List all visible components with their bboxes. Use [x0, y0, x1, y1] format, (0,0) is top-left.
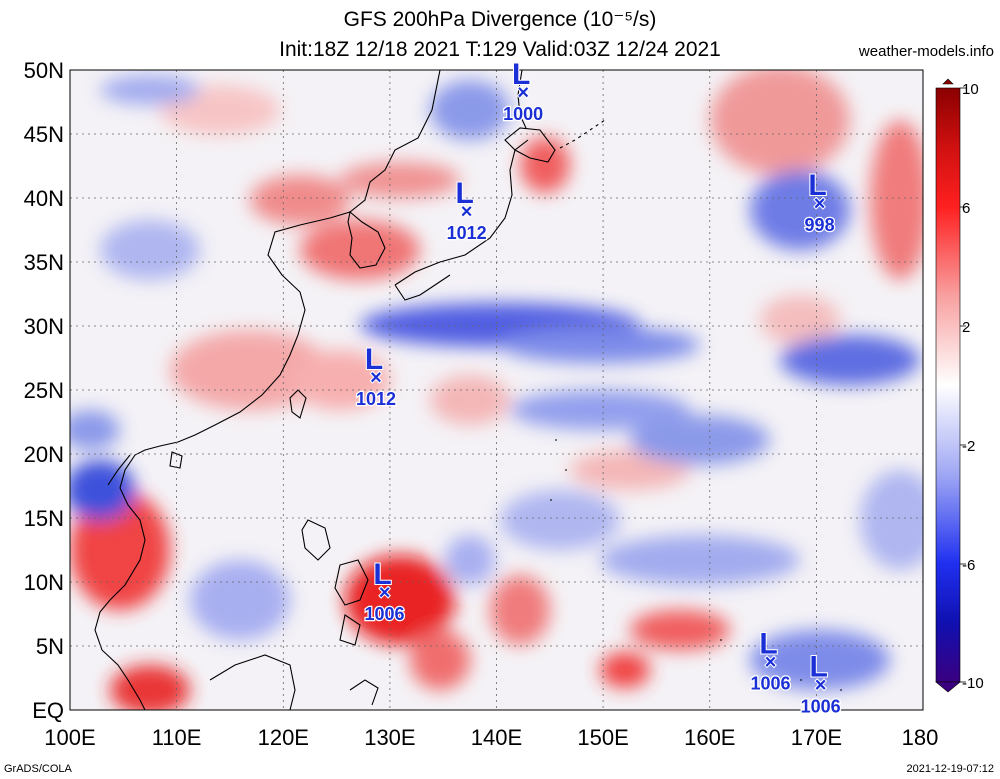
- low-letter: L: [365, 343, 383, 376]
- low-pressure-value: 1006: [365, 604, 405, 624]
- colorbar-label: 10: [962, 81, 979, 98]
- low-pressure-value: 1006: [751, 673, 791, 693]
- low-letter: L: [809, 650, 827, 683]
- lon-tick: 110E: [152, 725, 202, 750]
- low-marker: L×1006: [363, 557, 406, 625]
- lat-tick: 40N: [24, 186, 64, 211]
- footer-left: GrADS/COLA: [4, 763, 72, 775]
- colorbar-bottom-arrow: [935, 681, 961, 693]
- lat-tick: EQ: [32, 698, 64, 723]
- low-pressure-value: 1000: [503, 104, 543, 124]
- low-pressure-value: 1012: [356, 389, 396, 409]
- low-letter: L: [808, 169, 826, 202]
- lon-axis: 100E 110E 120E 130E 140E 150E 160E 170E …: [44, 725, 938, 750]
- colorbar-label: -6: [962, 557, 975, 574]
- lon-tick: 120E: [258, 725, 309, 750]
- colorbar-label: -10: [962, 675, 984, 692]
- low-letter: L: [373, 558, 391, 591]
- colorbar-label: 2: [962, 319, 970, 336]
- low-pressure-value: 998: [805, 215, 835, 235]
- low-center-x: ×: [461, 201, 473, 223]
- low-marker: L×1012: [445, 176, 488, 244]
- lon-tick: 130E: [364, 725, 415, 750]
- graticule: [70, 70, 923, 710]
- low-marker: L×1000: [502, 57, 545, 125]
- lat-tick: 50N: [24, 58, 64, 83]
- coastlines: [94, 70, 842, 710]
- low-pressure-value: 1012: [447, 223, 487, 243]
- lat-tick: 35N: [24, 250, 64, 275]
- low-marker: L×1006: [799, 649, 842, 717]
- low-center-x: ×: [370, 367, 382, 389]
- lon-tick: 150E: [577, 725, 628, 750]
- lat-tick: 10N: [24, 570, 64, 595]
- map-subtitle: Init:18Z 12/18 2021 T:129 Valid:03Z 12/2…: [279, 38, 721, 61]
- low-letter: L: [759, 627, 777, 660]
- lon-tick: 140E: [471, 725, 522, 750]
- colorbar: 10 6 2 -2 -6 -10: [935, 78, 984, 693]
- colorbar-label: 6: [962, 200, 970, 217]
- lat-tick: 15N: [24, 506, 64, 531]
- low-center-x: ×: [765, 651, 777, 673]
- low-center-x: ×: [814, 193, 826, 215]
- lon-tick: 180: [902, 725, 939, 750]
- colorbar-scale: [935, 87, 961, 683]
- low-marker: L×998: [803, 168, 836, 236]
- low-center-x: ×: [815, 674, 827, 696]
- lon-tick: 170E: [791, 725, 842, 750]
- map-title: GFS 200hPa Divergence (10⁻⁵/s): [343, 8, 657, 31]
- low-letter: L: [512, 58, 530, 91]
- low-pressure-value: 1006: [801, 696, 841, 716]
- map-frame: [69, 69, 924, 711]
- lat-tick: 30N: [24, 314, 64, 339]
- low-letter: L: [455, 177, 473, 210]
- lat-tick: 25N: [24, 378, 64, 403]
- credit-text: weather-models.info: [858, 43, 994, 60]
- lat-tick: 45N: [24, 122, 64, 147]
- lon-tick: 100E: [44, 725, 95, 750]
- lon-tick: 160E: [684, 725, 735, 750]
- lat-axis: 50N 45N 40N 35N 30N 25N 20N 15N 10N 5N E…: [24, 58, 64, 723]
- lat-tick: 5N: [36, 634, 64, 659]
- low-marker: L×1012: [355, 342, 398, 410]
- low-center-x: ×: [517, 82, 529, 104]
- low-marker: L×1006: [749, 626, 792, 694]
- colorbar-top-arrow: [942, 78, 954, 85]
- lat-tick: 20N: [24, 442, 64, 467]
- colorbar-label: -2: [962, 438, 975, 455]
- low-center-x: ×: [379, 582, 391, 604]
- footer-right: 2021-12-19-07:12: [906, 763, 994, 775]
